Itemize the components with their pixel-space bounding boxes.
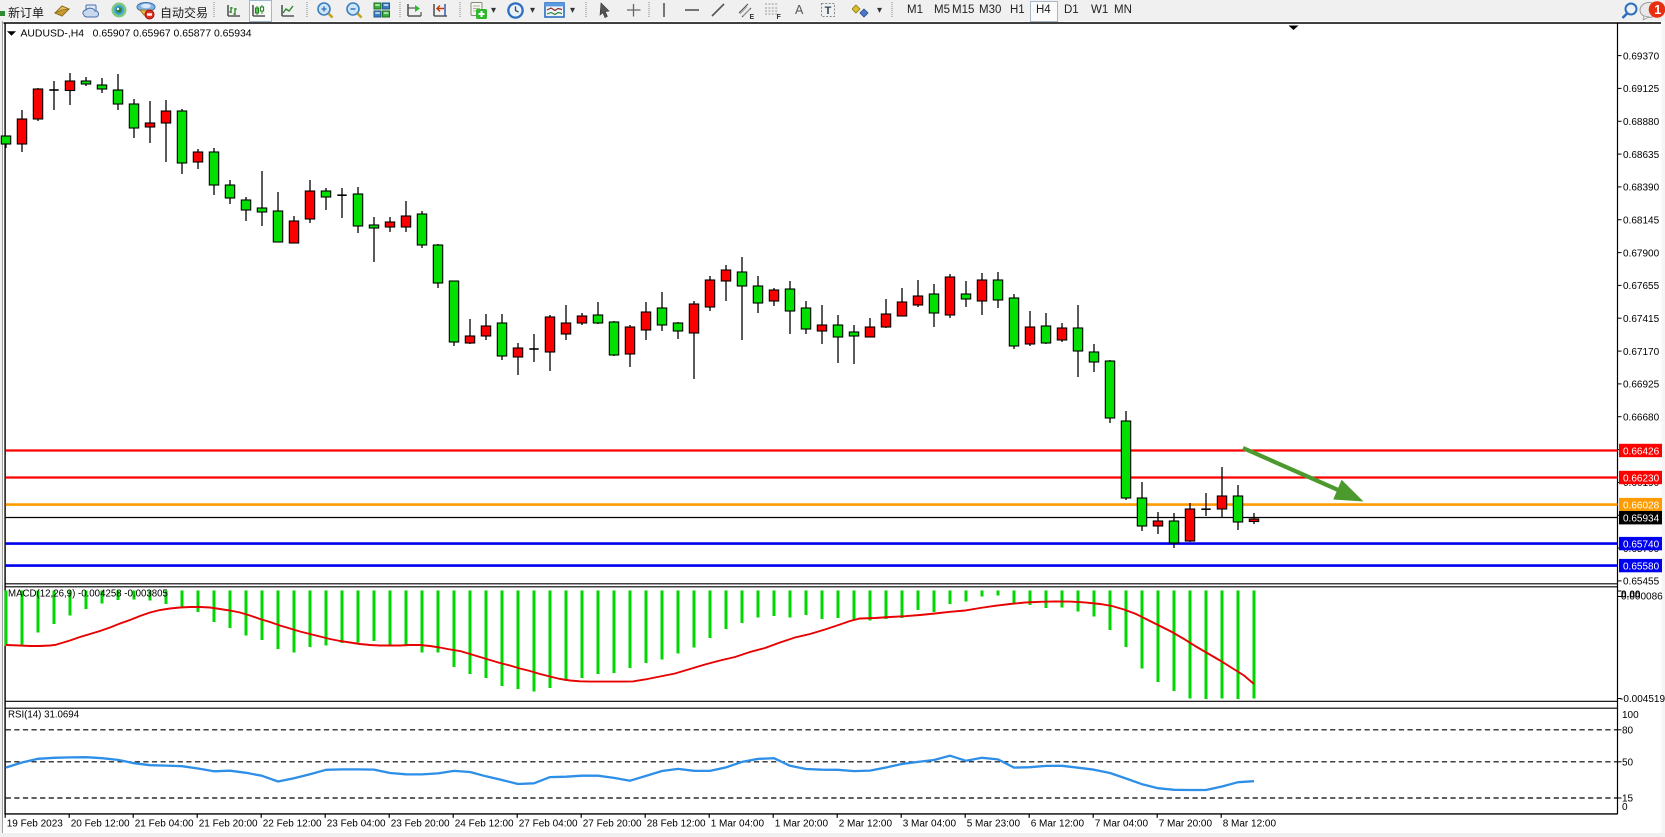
svg-text:23 Feb 20:00: 23 Feb 20:00 <box>391 819 450 830</box>
svg-text:80: 80 <box>1622 726 1634 737</box>
svg-text:0.67655: 0.67655 <box>1623 281 1660 292</box>
svg-text:T: T <box>825 5 832 17</box>
svg-text:F: F <box>777 14 782 20</box>
svg-text:0.68635: 0.68635 <box>1623 150 1660 161</box>
svg-text:0.67900: 0.67900 <box>1623 248 1660 259</box>
svg-text:MACD(12,26,9) -0.004258 -0.003: MACD(12,26,9) -0.004258 -0.003805 <box>8 589 168 600</box>
svg-text:0.65455: 0.65455 <box>1623 577 1660 588</box>
svg-text:E: E <box>750 14 755 20</box>
svg-text:7 Mar 20:00: 7 Mar 20:00 <box>1159 819 1213 830</box>
svg-text:100: 100 <box>1622 710 1639 721</box>
svg-text:0.69370: 0.69370 <box>1623 51 1660 62</box>
svg-text:0.66925: 0.66925 <box>1623 380 1660 391</box>
svg-text:0.68390: 0.68390 <box>1623 183 1660 194</box>
svg-text:0.66028: 0.66028 <box>1623 501 1660 512</box>
svg-text:22 Feb 12:00: 22 Feb 12:00 <box>263 819 322 830</box>
svg-text:24 Feb 12:00: 24 Feb 12:00 <box>455 819 514 830</box>
svg-text:27 Feb 20:00: 27 Feb 20:00 <box>583 819 642 830</box>
svg-text:0.67415: 0.67415 <box>1623 314 1660 325</box>
svg-text:0.65580: 0.65580 <box>1623 562 1660 573</box>
svg-text:28 Feb 12:00: 28 Feb 12:00 <box>647 819 706 830</box>
svg-text:23 Feb 04:00: 23 Feb 04:00 <box>327 819 386 830</box>
svg-text:0.66426: 0.66426 <box>1623 446 1660 457</box>
svg-text:0.65740: 0.65740 <box>1623 540 1660 551</box>
svg-text:6 Mar 12:00: 6 Mar 12:00 <box>1031 819 1085 830</box>
svg-text:15: 15 <box>1622 794 1634 805</box>
svg-text:0.000086: 0.000086 <box>1621 592 1663 603</box>
svg-text:50: 50 <box>1622 758 1634 769</box>
svg-text:RSI(14) 31.0694: RSI(14) 31.0694 <box>8 710 80 721</box>
svg-text:0.69125: 0.69125 <box>1623 84 1660 95</box>
svg-text:19 Feb 2023: 19 Feb 2023 <box>7 819 64 830</box>
svg-text:0: 0 <box>1622 802 1628 813</box>
svg-text:0.66680: 0.66680 <box>1623 412 1660 423</box>
svg-text:27 Feb 04:00: 27 Feb 04:00 <box>519 819 578 830</box>
svg-text:5 Mar 23:00: 5 Mar 23:00 <box>967 819 1021 830</box>
svg-text:0.65934: 0.65934 <box>1623 514 1660 525</box>
svg-text:3 Mar 04:00: 3 Mar 04:00 <box>903 819 957 830</box>
svg-text:1 Mar 04:00: 1 Mar 04:00 <box>711 819 765 830</box>
svg-text:7 Mar 04:00: 7 Mar 04:00 <box>1095 819 1149 830</box>
svg-text:1: 1 <box>1654 3 1661 17</box>
svg-text:2 Mar 12:00: 2 Mar 12:00 <box>839 819 893 830</box>
svg-text:0.00: 0.00 <box>1621 590 1641 601</box>
svg-text:21 Feb 04:00: 21 Feb 04:00 <box>135 819 194 830</box>
svg-text:21 Feb 20:00: 21 Feb 20:00 <box>199 819 258 830</box>
svg-text:AUDUSD-,H4 0.65907 0.65967 0: AUDUSD-,H4 0.65907 0.65967 0.65877 0.659… <box>21 28 252 39</box>
svg-text:0.68145: 0.68145 <box>1623 215 1660 226</box>
svg-text:0.67170: 0.67170 <box>1623 347 1660 358</box>
svg-text:0.68880: 0.68880 <box>1623 117 1660 128</box>
svg-text:-0.004519: -0.004519 <box>1620 694 1665 705</box>
svg-text:1 Mar 20:00: 1 Mar 20:00 <box>775 819 829 830</box>
svg-text:8 Mar 12:00: 8 Mar 12:00 <box>1223 819 1277 830</box>
svg-text:0.66230: 0.66230 <box>1623 473 1660 484</box>
svg-text:20 Feb 12:00: 20 Feb 12:00 <box>71 819 130 830</box>
